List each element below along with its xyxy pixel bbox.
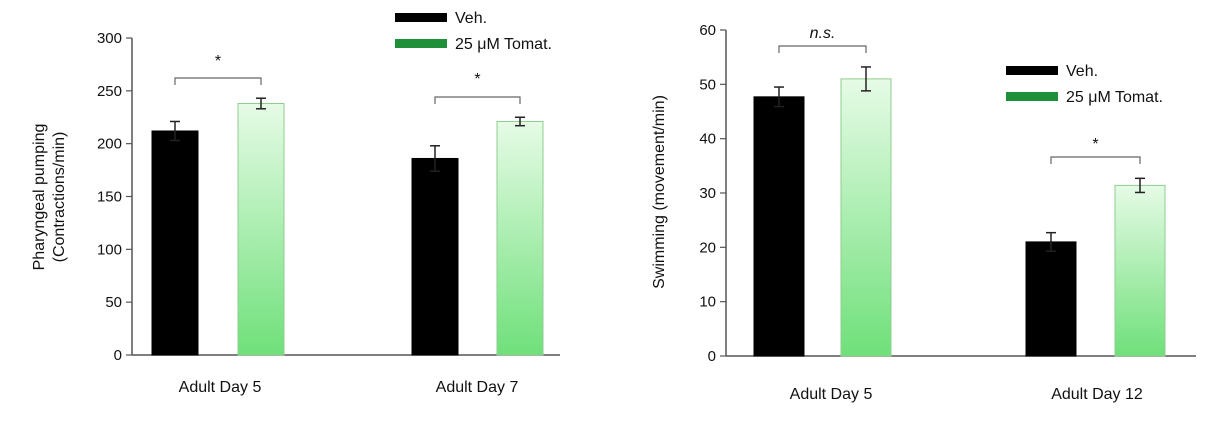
x-category-label: Adult Day 12 [1051, 386, 1143, 403]
y-tick-label: 0 [114, 347, 122, 364]
significance-label: * [1092, 136, 1098, 153]
error-bar [430, 145, 440, 172]
error-bar [1135, 177, 1145, 194]
chart-swimming: Swimming (movement/min) 0 10 20 30 40 50 60 Adu… [651, 22, 1196, 403]
y-tick-label: 200 [97, 136, 122, 153]
y-tick-label: 250 [97, 83, 122, 100]
y-axis-label-line-2: (Contractions/min) [51, 132, 68, 263]
legend-swatch-veh [1006, 66, 1058, 75]
y-tick-label: 10 [699, 294, 716, 311]
significance-label: * [215, 53, 221, 70]
legend-label-veh: Veh. [455, 10, 487, 27]
error-bar [170, 120, 180, 142]
x-category-label: Adult Day 7 [436, 379, 519, 396]
legend-label-tomat: 25 μM Tomat. [455, 36, 552, 53]
bars [753, 66, 1166, 357]
y-axis-label: Pharyngeal pumping (Contractions/min) [31, 124, 68, 271]
bar-tomat [237, 103, 285, 356]
legend-label-tomat: 25 μM Tomat. [1066, 89, 1163, 106]
y-axis-label: Swimming (movement/min) [651, 95, 668, 289]
error-bar [256, 97, 266, 110]
significance-bracket [434, 96, 521, 104]
significance-bracket [1050, 156, 1141, 164]
legend-swatch-tomat [1006, 92, 1058, 101]
legend: Veh. 25 μM Tomat. [395, 10, 552, 53]
y-tick-label: 50 [699, 76, 716, 93]
bar-tomat [1114, 184, 1166, 357]
y-tick-label: 20 [699, 239, 716, 256]
y-axis-label-line-1: Pharyngeal pumping [31, 124, 48, 271]
error-bar [515, 116, 525, 127]
x-category-label: Adult Day 5 [179, 379, 262, 396]
significance-bracket [174, 77, 262, 85]
y-tick-label: 40 [699, 131, 716, 148]
y-tick-label: 300 [97, 30, 122, 47]
significance-annotations: ** [174, 53, 521, 104]
axes: 0 50 100 150 200 250 300 Adult Day 5 Adult Day 7 [97, 30, 560, 396]
error-bar [1046, 231, 1056, 252]
bar-tomat [840, 78, 892, 357]
bar-veh [411, 157, 459, 356]
error-bar [774, 86, 784, 108]
legend-swatch-tomat [395, 39, 447, 48]
bar-tomat [496, 120, 544, 356]
bars [151, 97, 544, 356]
error-bar [861, 66, 871, 92]
bar-veh [1025, 241, 1077, 357]
bar-veh [753, 96, 805, 357]
bar-veh [151, 130, 199, 356]
significance-annotations: n.s. * [778, 25, 1141, 164]
y-tick-label: 50 [105, 294, 122, 311]
legend-label-veh: Veh. [1066, 63, 1098, 80]
y-tick-label: 30 [699, 185, 716, 202]
y-tick-label: 60 [699, 22, 716, 39]
y-tick-label: 100 [97, 241, 122, 258]
x-category-label: Adult Day 5 [790, 386, 873, 403]
legend: Veh. 25 μM Tomat. [1006, 63, 1163, 106]
significance-bracket [778, 45, 867, 53]
legend-swatch-veh [395, 13, 447, 22]
chart-pharyngeal-pumping: Pharyngeal pumping (Contractions/min) 0 5… [31, 10, 560, 396]
y-tick-label: 0 [708, 348, 716, 365]
significance-label: n.s. [810, 25, 836, 42]
y-tick-label: 150 [97, 189, 122, 206]
significance-label: * [474, 71, 480, 88]
